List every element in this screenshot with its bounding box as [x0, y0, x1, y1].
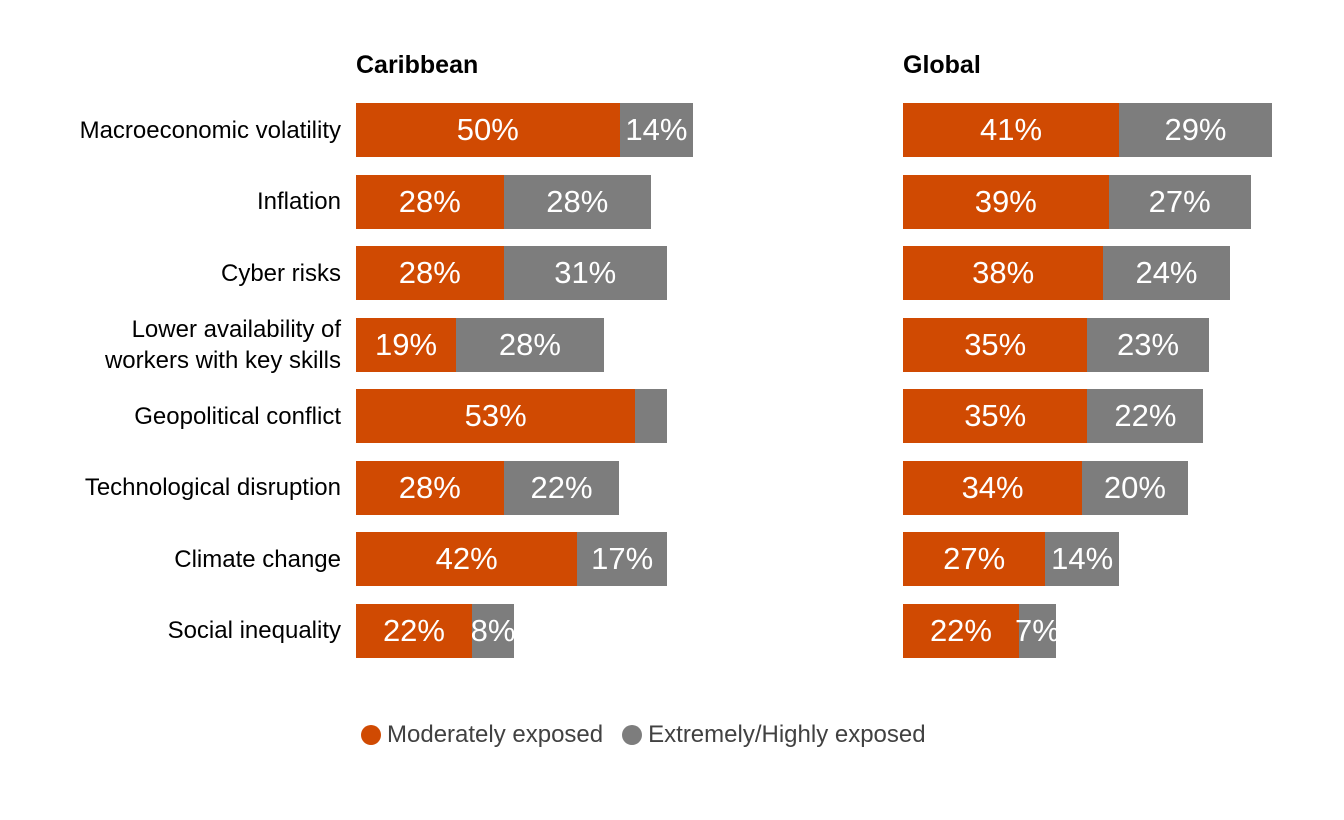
bar-row-global-macroeconomic-volatility: 41% 29%	[903, 103, 1272, 157]
bar-segment-extremely-highly-exposed: 20%	[1082, 460, 1188, 515]
bar-segment-extremely-highly-exposed: 8%	[471, 603, 515, 658]
legend-dot-extremely-icon	[622, 725, 643, 745]
legend-item-extremely-highly-exposed: Extremely/Highly exposed	[622, 721, 926, 749]
bar-row-global-social-inequality: 22% 7%	[903, 603, 1060, 658]
bar-segment-moderately-exposed: 41%	[903, 103, 1120, 157]
bar-row-global-technological-disruption: 34% 20%	[903, 460, 1188, 515]
bar-segment-extremely-highly-exposed: 24%	[1103, 246, 1230, 300]
bar-segment-extremely-highly-exposed: 29%	[1119, 103, 1272, 157]
category-label-climate-change: Climate change	[174, 545, 341, 573]
bar-segment-moderately-exposed: 35%	[903, 389, 1088, 443]
bar-segment-extremely-highly-exposed: 17%	[577, 532, 667, 586]
legend: Moderately exposed Extremely/Highly expo…	[361, 721, 926, 749]
bar-segment-extremely-highly-exposed: 28%	[503, 174, 652, 229]
bar-segment-moderately-exposed: 28%	[356, 460, 504, 515]
bar-row-global-climate-change: 27% 14%	[903, 532, 1120, 586]
panel-title-caribbean: Caribbean	[356, 51, 479, 79]
bar-segment-extremely-highly-exposed: 28%	[456, 317, 604, 372]
bar-segment-moderately-exposed: 27%	[903, 532, 1046, 586]
legend-label-moderately: Moderately exposed	[387, 721, 604, 748]
bar-segment-moderately-exposed: 28%	[356, 246, 504, 300]
bar-row-caribbean-inflation: 28% 28%	[356, 174, 652, 229]
bar-row-global-inflation: 39% 27%	[903, 174, 1251, 229]
category-label-social-inequality: Social inequality	[167, 617, 341, 644]
bar-row-global-cyber-risks: 38% 24%	[903, 246, 1230, 300]
bar-segment-extremely-highly-exposed: 22%	[1087, 389, 1204, 443]
bar-segment-moderately-exposed: 38%	[903, 246, 1104, 300]
bar-segment-moderately-exposed: 22%	[903, 603, 1019, 658]
bar-row-caribbean-macroeconomic-volatility: 50% 14%	[356, 103, 694, 157]
bar-segment-moderately-exposed: 19%	[356, 317, 457, 372]
bar-row-caribbean-cyber-risks: 28% 31%	[356, 246, 667, 300]
category-label-inflation: Inflation	[256, 188, 341, 215]
bar-segment-extremely-highly-exposed: 14%	[619, 103, 694, 157]
category-label-cyber-risks: Cyber risks	[220, 259, 341, 287]
bar-row-caribbean-geopolitical-conflict: 53%	[356, 389, 667, 443]
category-label-lower-availability-of-workers-with-key-skills: Lower availability of workers with key sk…	[104, 315, 341, 374]
bar-segment-moderately-exposed: 39%	[903, 174, 1109, 229]
bar-segment-moderately-exposed: 35%	[903, 317, 1088, 372]
bar-row-global-lower-availability-of-workers-with-key-skills: 35% 23%	[903, 317, 1209, 372]
bar-row-caribbean-technological-disruption: 28% 22%	[356, 460, 620, 515]
legend-label-extremely: Extremely/Highly exposed	[648, 721, 926, 748]
bar-row-caribbean-climate-change: 42% 17%	[356, 532, 667, 586]
panel-title-global: Global	[903, 51, 981, 79]
bar-row-global-geopolitical-conflict: 35% 22%	[903, 389, 1204, 443]
bar-row-caribbean-lower-availability-of-workers-with-key-skills: 19% 28%	[356, 317, 604, 372]
bar-segment-moderately-exposed: 28%	[356, 174, 504, 229]
bar-segment-moderately-exposed: 42%	[356, 532, 578, 586]
bar-segment-extremely-highly-exposed: 22%	[503, 460, 620, 515]
bar-row-caribbean-social-inequality: 22% 8%	[356, 603, 515, 658]
category-label-geopolitical-conflict: Geopolitical conflict	[134, 402, 341, 430]
bar-segment-extremely-highly-exposed	[635, 389, 667, 443]
category-label-technological-disruption: Technological disruption	[84, 474, 341, 501]
bar-segment-extremely-highly-exposed: 14%	[1045, 532, 1120, 586]
bar-segment-extremely-highly-exposed: 31%	[503, 246, 667, 300]
bar-segment-extremely-highly-exposed: 7%	[1015, 603, 1060, 658]
bar-segment-moderately-exposed: 34%	[903, 460, 1083, 515]
bar-segment-extremely-highly-exposed: 23%	[1087, 317, 1209, 372]
legend-item-moderately-exposed: Moderately exposed	[361, 721, 603, 749]
category-label-macroeconomic-volatility: Macroeconomic volatility	[79, 116, 341, 144]
bar-segment-moderately-exposed: 22%	[356, 603, 472, 658]
legend-dot-moderately-icon	[361, 725, 381, 745]
bar-segment-moderately-exposed: 50%	[356, 103, 620, 157]
bar-segment-moderately-exposed: 53%	[356, 389, 636, 443]
bar-segment-extremely-highly-exposed: 27%	[1108, 174, 1251, 229]
